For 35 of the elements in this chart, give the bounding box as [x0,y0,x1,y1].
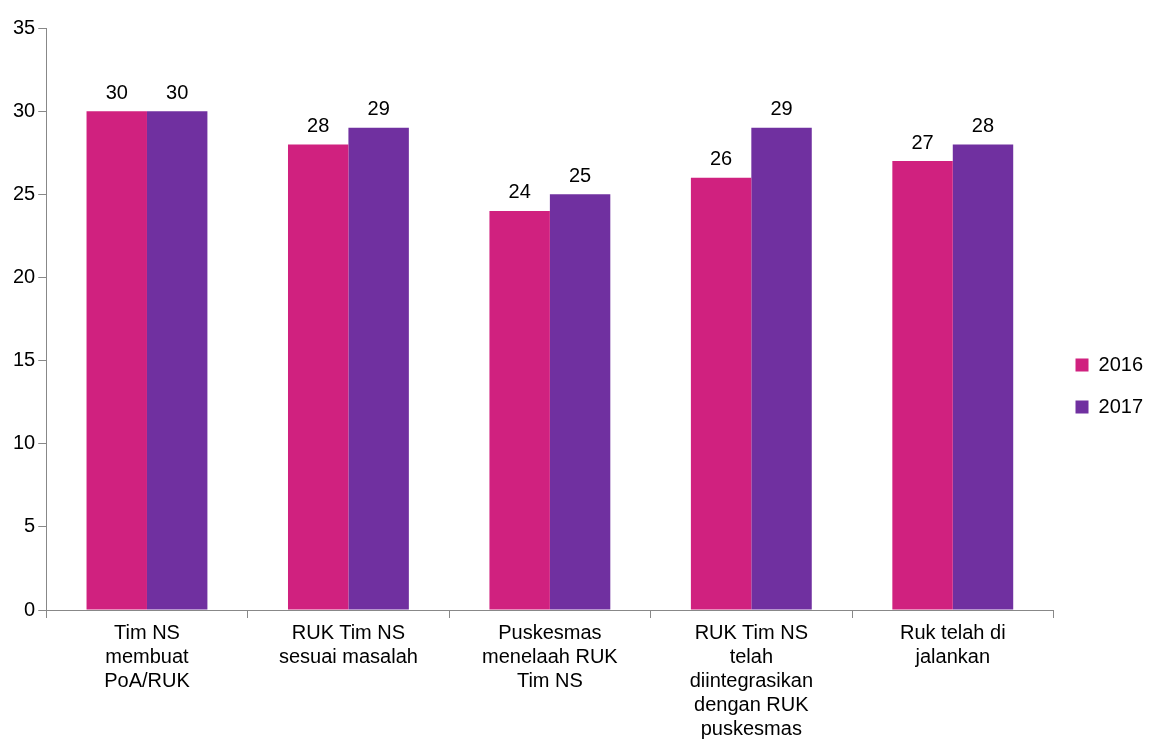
bar [348,127,409,610]
y-tick-label: 35 [13,15,36,38]
bar [146,111,208,610]
bar [86,111,147,610]
x-tick-label: Ruk telah di jalankan [899,620,1006,667]
bar [287,144,349,610]
data-label: 28 [971,113,995,136]
y-tick-label: 25 [13,181,36,204]
legend-label: 2017 [1098,394,1144,417]
data-label: 30 [166,80,189,103]
data-label: 27 [911,130,934,153]
data-label: 26 [709,147,733,170]
x-tick-label: Tim NS membuat PoA/RUK [104,620,191,691]
data-label: 29 [770,97,793,120]
y-tick-label: 15 [13,348,36,371]
bar [690,177,752,610]
bar [892,161,953,610]
x-tick-label: RUK Tim NS telah diintegrasikan dengan RUK puskesmas [689,620,814,739]
y-tick-label: 0 [24,597,36,620]
legend-label: 2016 [1098,352,1144,375]
data-label: 28 [307,113,330,136]
x-tick-label: Puskesmas menelaah RUK Tim NS [482,620,619,691]
data-label: 30 [105,80,128,103]
y-tick-label: 5 [24,514,36,537]
bar [549,194,611,610]
bar [489,210,550,610]
bar [751,127,812,610]
bar [952,144,1014,610]
data-label: 24 [508,180,531,203]
data-label: 25 [568,163,592,186]
y-tick-label: 30 [13,98,36,121]
data-label: 29 [367,97,390,120]
y-tick-label: 20 [13,264,36,287]
x-tick-label: RUK Tim NS sesuai masalah [278,620,418,667]
y-tick-label: 10 [13,431,36,454]
